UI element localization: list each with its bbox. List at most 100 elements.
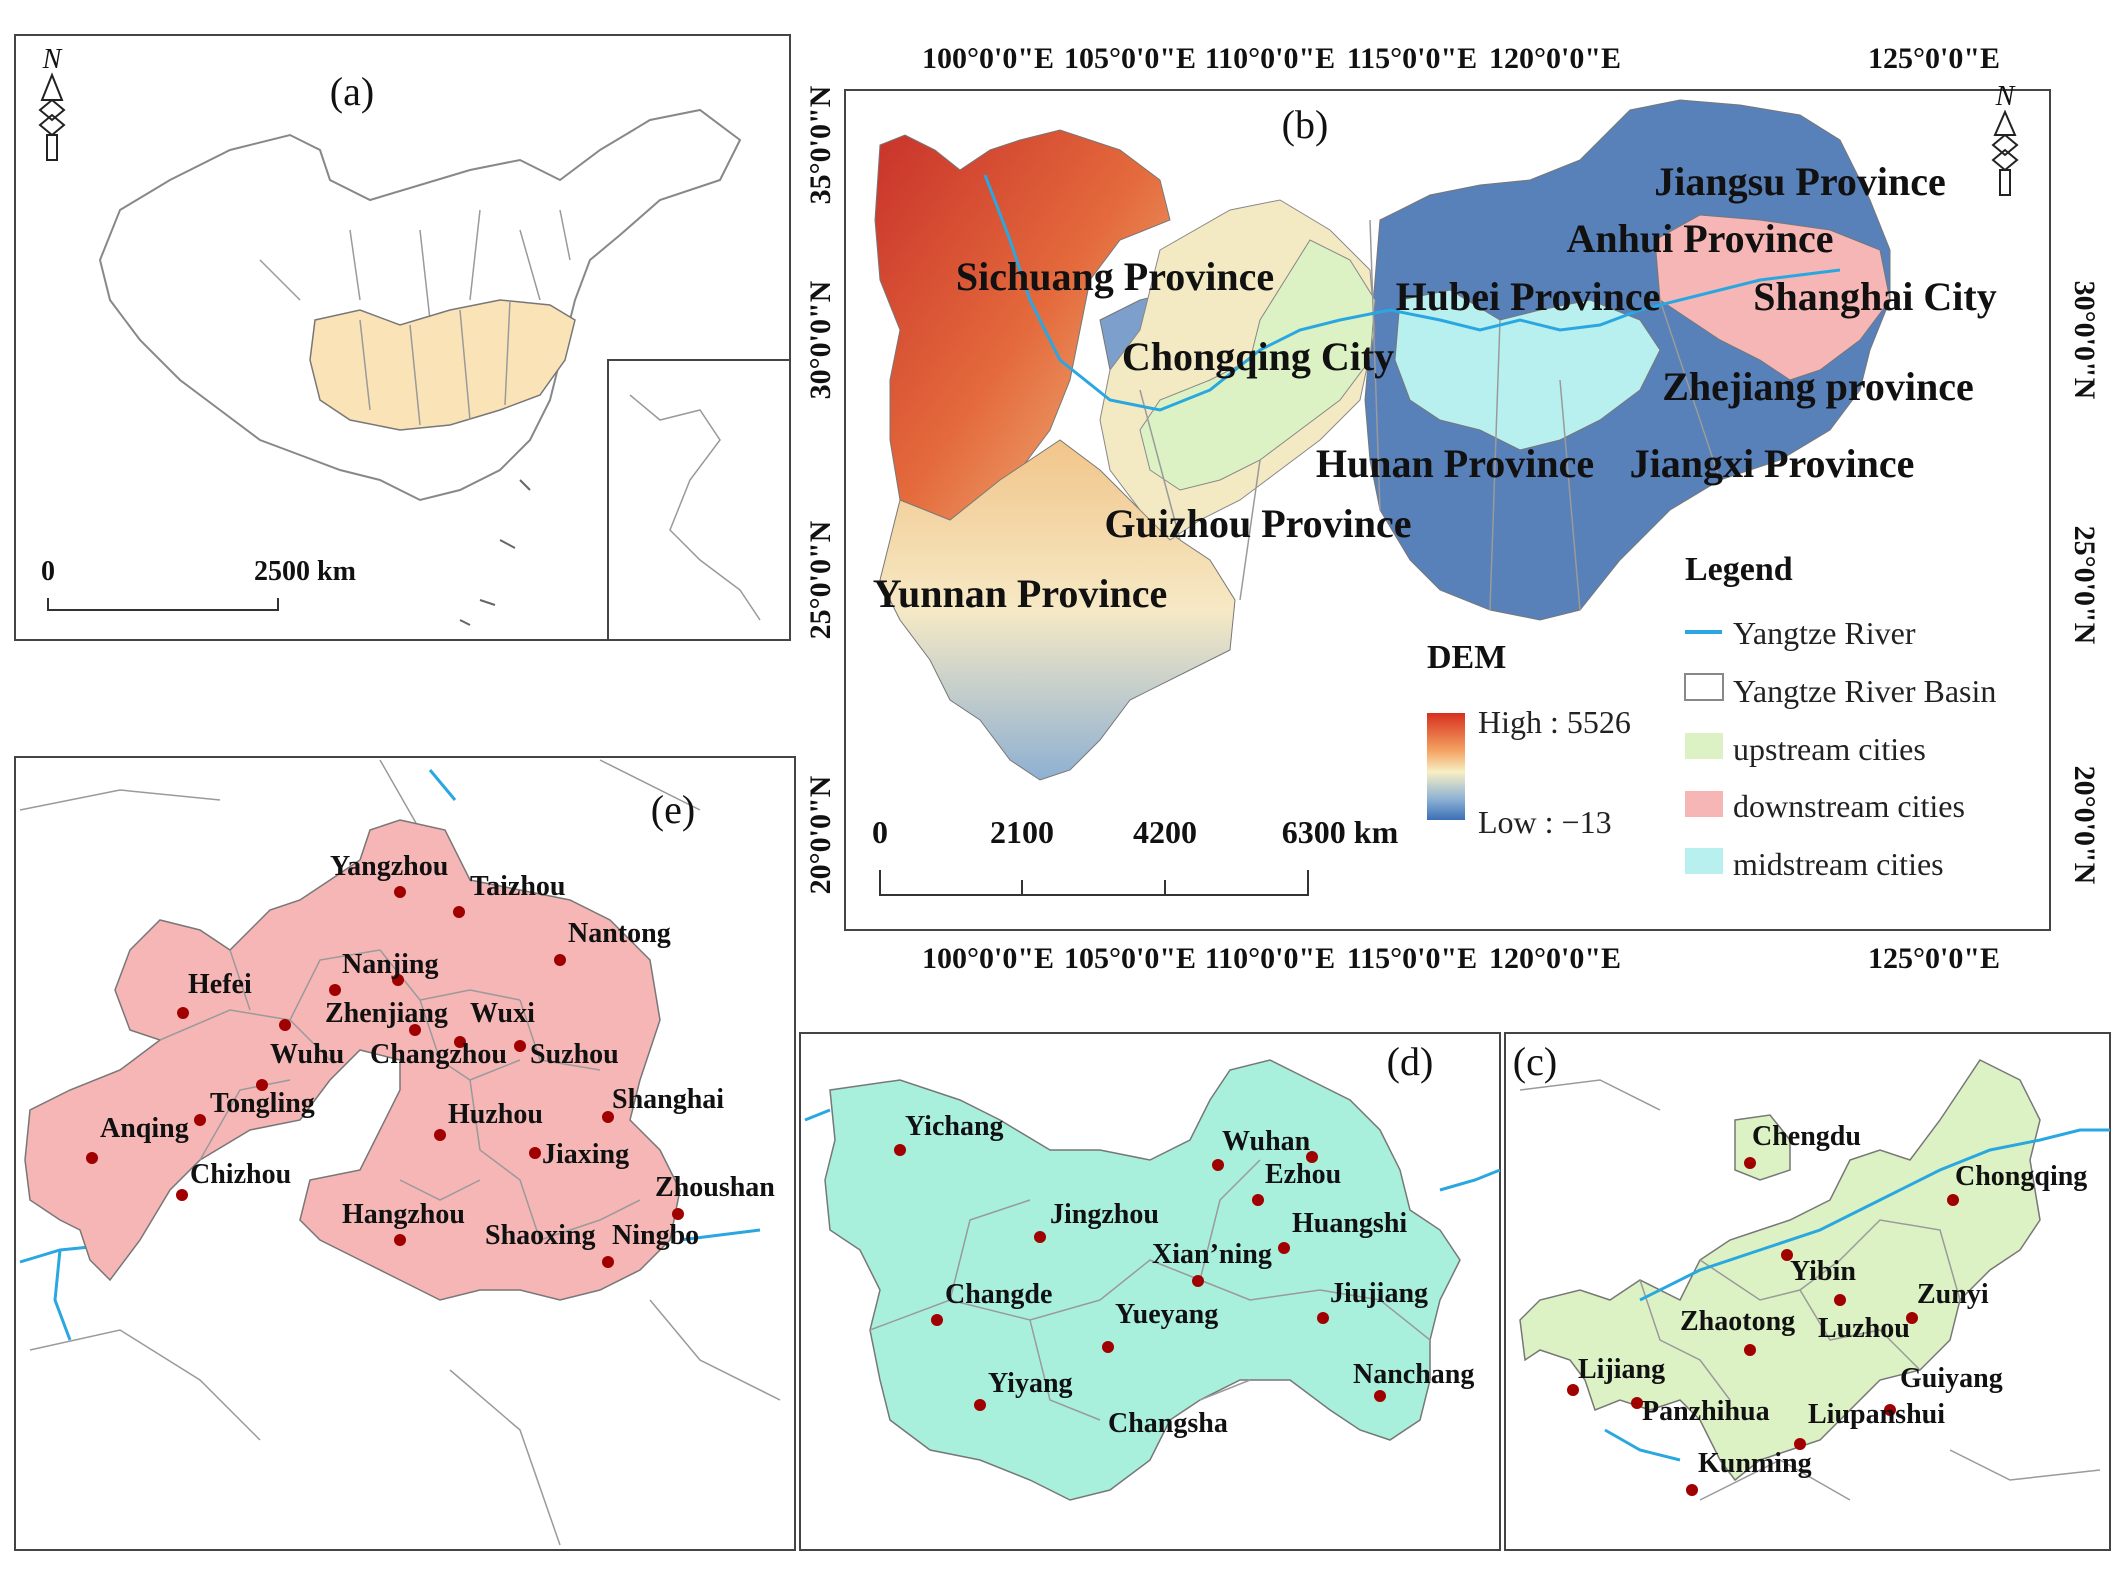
china-outline — [98, 108, 742, 502]
city-marker — [554, 954, 566, 966]
city-label: Huangshi — [1292, 1208, 1407, 1239]
legend-swatch — [1685, 733, 1723, 759]
province-label: Zhejiang province — [1662, 364, 1974, 409]
city-label: Zhenjiang — [325, 998, 448, 1029]
city-marker — [1834, 1294, 1846, 1306]
legend-label: upstream cities — [1733, 731, 1926, 767]
city-marker — [514, 1040, 526, 1052]
city-marker — [394, 1234, 406, 1246]
city-marker — [434, 1129, 446, 1141]
river-d — [804, 1108, 1501, 1192]
right-ticks: 30°0'0"N 25°0'0"N 20°0'0"N — [2068, 281, 2101, 885]
city-marker — [529, 1147, 541, 1159]
dem-low-label: Low : −13 — [1478, 804, 1612, 840]
city-label: Hefei — [188, 969, 252, 1000]
city-marker — [1252, 1194, 1264, 1206]
city-marker — [1744, 1344, 1756, 1356]
province-label: Hunan Province — [1316, 441, 1594, 486]
city-label: Jiaxing — [542, 1139, 629, 1170]
legend-title: Legend — [1685, 551, 1793, 588]
city-label: Luzhou — [1818, 1313, 1910, 1344]
dem-color-ramp — [1427, 713, 1465, 820]
city-marker — [409, 1024, 421, 1036]
city-label: Yiyang — [988, 1368, 1073, 1399]
left-tick: 30°0'0"N — [804, 280, 837, 399]
city-label: Ningbo — [612, 1220, 699, 1251]
bottom-tick: 100°0'0"E — [922, 942, 1054, 975]
city-marker — [392, 974, 404, 986]
legend-item-upstream: upstream cities — [1685, 731, 1926, 767]
left-tick: 25°0'0"N — [804, 520, 837, 639]
scale-b-tick: 0 — [872, 814, 888, 850]
downstream-region — [1654, 214, 1891, 381]
legend-label: Yangtze River — [1733, 615, 1916, 651]
city-marker — [672, 1208, 684, 1220]
city-marker — [176, 1189, 188, 1201]
province-label: Hubei Province — [1396, 274, 1661, 319]
inset-coastline — [629, 394, 761, 621]
bottom-ticks: 100°0'0"E 105°0'0"E 110°0'0"E 115°0'0"E … — [922, 942, 2000, 975]
city-marker — [329, 984, 341, 996]
city-marker — [1906, 1312, 1918, 1324]
city-marker — [1781, 1249, 1793, 1261]
province-label: Jiangxi Province — [1630, 441, 1915, 486]
top-tick: 120°0'0"E — [1489, 42, 1621, 75]
city-marker — [1374, 1390, 1386, 1402]
city-marker — [454, 1036, 466, 1048]
panel-c-label: (c) — [1513, 1039, 1557, 1084]
province-label: Chongqing City — [1122, 334, 1394, 379]
city-label: Shaoxing — [485, 1220, 596, 1251]
right-tick: 20°0'0"N — [2068, 766, 2101, 885]
panel-c: (c) Chengdu Chongqing Yibin Zunyi Zhaotong Lu… — [1504, 1032, 2111, 1551]
city-marker — [194, 1114, 206, 1126]
city-marker — [1744, 1157, 1756, 1169]
province-label: Yunnan Province — [873, 571, 1168, 616]
city-label: Yangzhou — [330, 851, 448, 882]
city-marker — [1278, 1242, 1290, 1254]
midstream-region — [1394, 289, 1661, 451]
cities-c-layer: Chengdu Chongqing Yibin Zunyi Zhaotong Luzhou… — [1567, 1121, 2087, 1496]
scale-b-tick: 2100 — [990, 814, 1054, 850]
dem-west-high — [874, 129, 1171, 541]
surrounding-boundaries — [19, 759, 781, 1546]
downstream-cities-region — [24, 819, 681, 1301]
city-marker — [453, 906, 465, 918]
city-marker — [602, 1256, 614, 1268]
left-ticks: 35°0'0"N 30°0'0"N 25°0'0"N 20°0'0"N — [804, 85, 837, 894]
city-label: Zhoushan — [655, 1172, 775, 1203]
city-label: Lijiang — [1578, 1354, 1665, 1385]
city-label: Shanghai — [612, 1084, 724, 1115]
top-tick: 110°0'0"E — [1205, 42, 1335, 75]
city-label: Jiujiang — [1330, 1278, 1428, 1309]
city-label: Changsha — [1108, 1408, 1228, 1439]
svg-text:N: N — [1995, 81, 2016, 112]
city-marker — [394, 886, 406, 898]
scale-a-bar — [47, 598, 279, 611]
legend-item-downstream: downstream cities — [1685, 788, 1965, 824]
yangtze-river-line — [983, 174, 1841, 412]
province-label: Anhui Province — [1566, 216, 1833, 261]
upstream-cities-region — [1519, 1059, 2041, 1482]
city-label: Anqing — [100, 1113, 189, 1144]
river-c-south — [1604, 1428, 1681, 1462]
panel-e-frame — [14, 756, 796, 1551]
city-marker — [86, 1152, 98, 1164]
province-label: Sichuang Province — [956, 254, 1274, 299]
city-label: Suzhou — [530, 1039, 619, 1070]
panel-c-frame — [1504, 1032, 2111, 1551]
city-boundaries-c — [1639, 1219, 1961, 1401]
city-label: Nanjing — [342, 949, 438, 980]
city-marker — [1947, 1194, 1959, 1206]
city-marker — [256, 1079, 268, 1091]
scale-a-zero: 0 — [41, 556, 55, 587]
city-label: Yibin — [1790, 1256, 1856, 1287]
province-label: Jiangsu Province — [1654, 159, 1946, 204]
city-marker — [894, 1144, 906, 1156]
city-label: Yueyang — [1115, 1299, 1218, 1330]
bottom-tick: 115°0'0"E — [1347, 942, 1477, 975]
north-arrow-icon: N — [1991, 81, 2019, 196]
legend-item-river: Yangtze River — [1685, 615, 1916, 651]
